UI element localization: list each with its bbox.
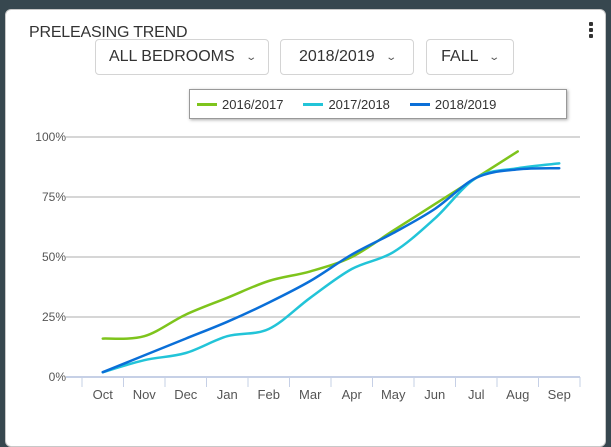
x-tick-label: Jun [424,387,445,402]
legend-label: 2017/2018 [328,96,390,112]
kebab-menu-icon[interactable] [589,22,595,38]
x-tick-label: Oct [93,387,114,402]
series-line-2016-2017 [101,150,519,340]
x-tick-label: Dec [174,387,198,402]
x-tick-label: Nov [133,387,157,402]
x-tick-label: Aug [506,387,529,402]
chevron-down-icon: ⌄ [384,51,397,63]
legend-label: 2016/2017 [222,96,284,112]
year-dropdown[interactable]: 2018/2019 ⌄ [280,39,414,75]
x-tick-label: Mar [299,387,322,402]
series-line-2018-2019 [101,166,561,374]
y-tick-label: 75% [42,190,66,204]
term-dropdown-value: FALL [441,48,479,65]
chevron-down-icon: ⌄ [244,51,257,63]
chevron-down-icon: ⌄ [488,51,501,63]
bedrooms-dropdown-value: ALL BEDROOMS [108,48,235,65]
legend-item-2018-2019[interactable]: 2018/2019 [409,96,497,112]
preleasing-trend-card: PRELEASING TREND [5,9,606,447]
legend-item-2017-2018[interactable]: 2017/2018 [303,96,390,112]
card-title: PRELEASING TREND [29,24,188,41]
x-tick-label: Jan [217,387,238,402]
legend-swatch [303,102,324,106]
y-tick-label: 25% [42,310,66,324]
x-tick-label: Apr [342,387,363,402]
x-tick-label: Jul [468,387,485,402]
legend-item-2016-2017[interactable]: 2016/2017 [197,97,283,112]
chart-legend: 2016/2017 2017/2018 2018/2019 [189,89,567,119]
legend-label: 2018/2019 [434,96,497,112]
y-tick-label: 50% [42,250,66,264]
term-dropdown[interactable]: FALL ⌄ [426,39,514,75]
bedrooms-dropdown[interactable]: ALL BEDROOMS ⌄ [95,39,269,75]
x-tick-label: Sep [548,387,571,402]
y-tick-label: 100% [35,130,66,144]
y-tick-label: 0% [49,370,67,384]
year-dropdown-value: 2018/2019 [298,48,375,65]
legend-swatch [197,102,217,106]
legend-swatch [409,102,430,106]
x-tick-label: Feb [258,387,280,402]
x-tick-label: May [381,387,406,402]
